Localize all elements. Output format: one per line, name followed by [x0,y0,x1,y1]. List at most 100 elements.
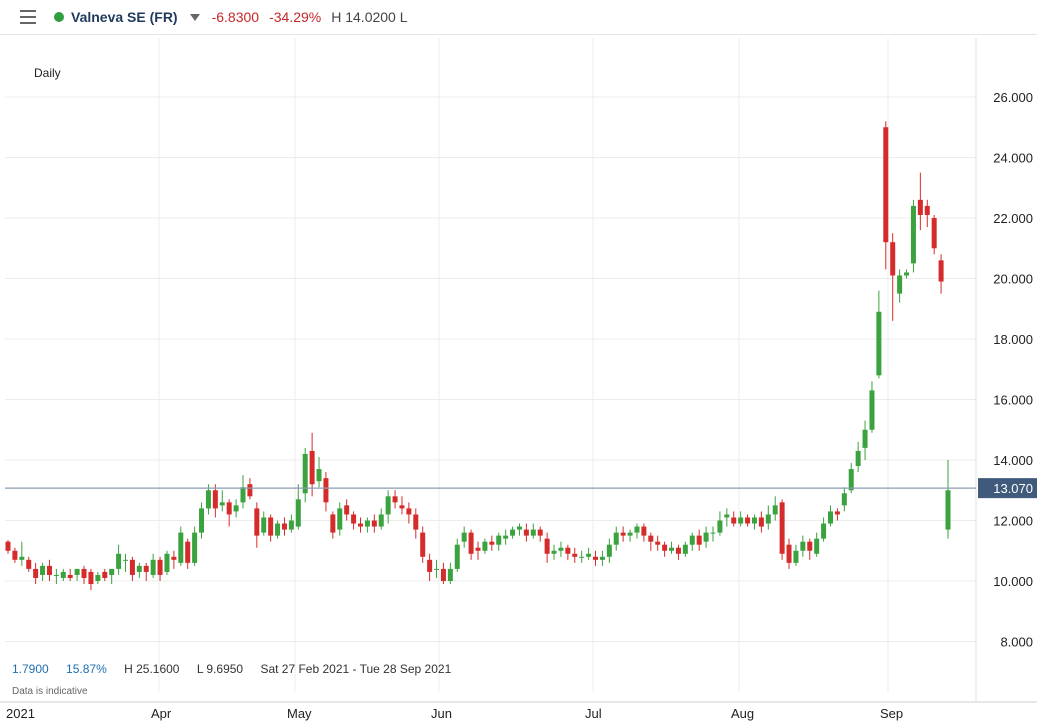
candle-body [281,523,287,530]
candle-body [344,505,350,515]
candle-body [523,529,529,536]
y-tick-label: 20.000 [993,272,1033,287]
candle-body [351,514,357,524]
candle-body [364,520,370,527]
candle-body [489,541,495,545]
candle-body [26,559,32,569]
candle-body [240,487,246,503]
candle-body [751,517,757,524]
candle-body [475,547,481,551]
candle-body [337,508,343,530]
candle-body [123,559,128,561]
y-tick-label: 16.000 [993,393,1033,408]
candle-body [5,541,11,551]
candle-body [910,205,916,264]
candle-body [482,541,488,551]
candle-body [171,556,177,560]
candle-body [192,532,198,563]
candle-body [648,535,654,542]
y-tick-label: 22.000 [993,211,1033,226]
current-price-tag [978,478,1037,499]
menu-icon[interactable] [20,10,36,24]
candle-body [904,272,910,276]
candle-body [427,559,433,572]
y-tick-label: 18.000 [993,332,1033,347]
candle-body [814,538,820,554]
price-change: -6.8300 [211,9,260,25]
candle-body [116,553,122,569]
candle-body [129,559,135,575]
candle-body [88,571,94,585]
candle-body [247,484,253,497]
candle-body [178,532,184,563]
candle-body [268,517,274,536]
candle-body [613,532,619,545]
high-low-readout: H 14.0200 L [331,9,408,25]
candle-body [199,508,205,533]
candle-body [81,568,87,578]
y-tick-label: 26.000 [993,90,1033,105]
candle-body [821,523,827,539]
x-tick-label: Sep [880,706,903,721]
candle-body [358,523,363,527]
candle-body [295,499,301,527]
candle-body [731,517,737,524]
candle-body [724,514,730,518]
candle-body [420,532,426,557]
candle-body [219,502,225,506]
candle-body [109,568,115,575]
x-tick-label: Jul [585,706,602,721]
candle-body [931,218,937,249]
candle-body [95,574,101,581]
candle-body [779,502,785,554]
candle-body [800,541,806,551]
instrument-name[interactable]: Valneva SE (FR) [71,9,178,25]
candle-body [696,535,702,545]
candle-body [288,520,294,530]
candle-body [164,553,170,572]
y-tick-label: 14.000 [993,453,1033,468]
candle-body [662,544,668,551]
candle-body [434,568,440,570]
candle-body [689,535,695,545]
candle-body [544,538,550,554]
candle-body [233,505,239,512]
candle-body [157,559,163,575]
candle-body [828,511,833,524]
candle-body [46,565,52,575]
candle-body [371,520,377,527]
candle-body [876,311,882,376]
candle-body [150,559,156,575]
candle-body [19,556,25,560]
chevron-down-icon[interactable] [189,13,200,21]
candle-body [606,544,612,557]
market-status-dot [54,12,64,22]
candle-body [12,550,18,560]
candle-body [516,526,522,530]
candle-body [537,529,543,536]
candle-body [682,544,688,554]
y-tick-label: 10.000 [993,574,1033,589]
candle-body [758,517,764,527]
candle-body [316,469,322,482]
x-tick-label: Aug [731,706,754,721]
candle-body [627,532,633,536]
candle-body [572,553,578,557]
candle-body [593,556,598,560]
candle-body [378,514,384,527]
candle-body [834,511,840,515]
candle-body [275,523,281,536]
candle-body [461,532,467,542]
candle-body [710,532,716,534]
candle-body [399,505,405,509]
candle-body [309,450,315,485]
candle-body [841,493,847,506]
candle-body [413,514,419,530]
candle-body [302,453,308,494]
candle-body [143,565,149,572]
candle-body [558,547,564,551]
candle-body [261,517,267,533]
y-tick-label: 8.000 [1000,635,1033,650]
candle-body [579,556,585,558]
